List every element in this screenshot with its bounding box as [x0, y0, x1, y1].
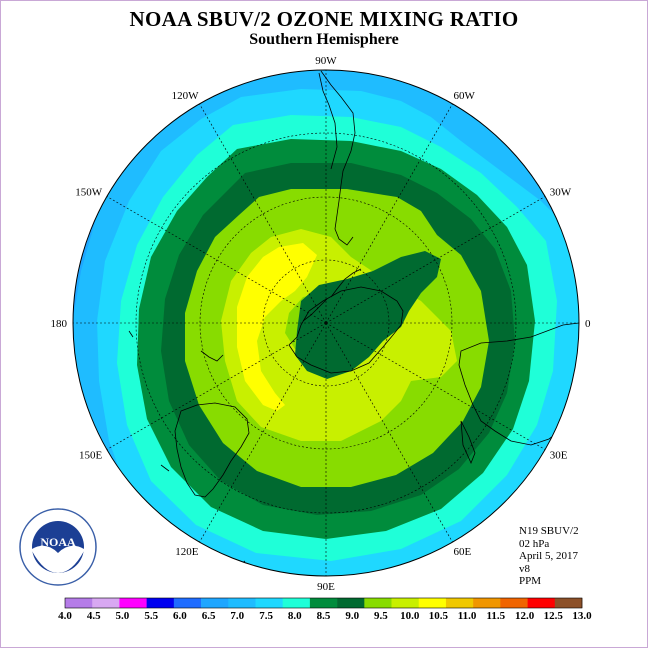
colorbar-tick-label: 4.0 [58, 610, 72, 622]
colorbar-swatch [500, 598, 528, 608]
coastline-antarctica [288, 286, 404, 374]
colorbar-swatch [337, 598, 365, 608]
meta-units: PPM [519, 575, 542, 587]
colorbar-tick-label: 11.0 [458, 610, 477, 622]
colorbar-swatch [228, 598, 256, 608]
colorbar-swatch [473, 598, 501, 608]
colorbar-tick-label: 7.0 [230, 610, 244, 622]
figure-title: NOAA SBUV/2 OZONE MIXING RATIO [129, 7, 519, 31]
meta-pressure: 02 hPa [519, 537, 550, 550]
longitude-label: 180 [51, 318, 68, 330]
longitude-label: 0 [585, 318, 591, 330]
longitude-label: 150W [75, 187, 103, 199]
coastline-madagascar [460, 420, 476, 465]
colorbar-tick-label: 5.0 [116, 610, 130, 622]
colorbar-tick-label: 12.0 [515, 610, 535, 622]
globe-outline [72, 69, 580, 577]
colorbar-swatch [255, 598, 283, 608]
figure-subtitle: Southern Hemisphere [249, 31, 399, 48]
longitude-label: 150E [79, 450, 103, 462]
colorbar-swatch [146, 598, 175, 608]
logo-text: NOAA [40, 535, 76, 549]
colorbar-swatch [418, 598, 447, 608]
colorbar-tick-label: 13.0 [572, 610, 592, 622]
colorbar-swatch [527, 598, 556, 608]
colorbar-swatch [554, 598, 583, 608]
longitude-label: 120E [175, 546, 199, 558]
colorbar-tick-label: 12.5 [544, 610, 564, 622]
metadata-block: N19 SBUV/2 02 hPa April 5, 2017 v8 PPM [519, 525, 579, 588]
colorbar-swatch [309, 598, 338, 608]
colorbar-outline [64, 597, 583, 609]
meta-version: v8 [519, 562, 530, 575]
longitude-label: 30W [550, 187, 572, 199]
latitude-circle-1 [262, 259, 390, 387]
colorbar-tick-label: 6.0 [173, 610, 187, 622]
longitude-label: 60W [454, 90, 476, 102]
colorbar: 4.0 4.5 5.0 5.5 6.0 6.5 7.0 7.5 8.0 8.5 9.0 9.5 10.0… [58, 597, 592, 622]
coastline-africa [458, 322, 579, 446]
colorbar-tick-label: 9.0 [345, 610, 359, 622]
colorbar-swatch [282, 598, 311, 608]
logo-bird [32, 545, 84, 573]
longitude-label: 90E [317, 581, 335, 593]
meta-satellite: N19 SBUV/2 [519, 525, 579, 537]
colorbar-tick-label: 8.0 [288, 610, 302, 622]
colorbar-swatch [445, 598, 474, 608]
colorbar-tick-label: 6.5 [202, 610, 216, 622]
longitude-label: 90W [315, 55, 337, 67]
coastline-south-america [318, 70, 356, 246]
coastline-australia [174, 402, 250, 498]
colorbar-tick-label: 7.5 [259, 610, 273, 622]
colorbar-tick-label: 10.0 [400, 610, 420, 622]
ozone-field [73, 70, 579, 576]
longitude-label: 60E [454, 546, 472, 558]
coastline-new-zealand [128, 330, 224, 362]
colorbar-tick-label: 11.5 [486, 610, 505, 622]
level-band-9.0-core [295, 251, 441, 379]
colorbar-swatch [65, 598, 93, 608]
meta-date: April 5, 2017 [519, 550, 578, 562]
longitude-label: 120W [172, 90, 200, 102]
colorbar-tick-label: 8.5 [317, 610, 331, 622]
colorbar-swatch [119, 598, 147, 608]
colorbar-swatch [364, 598, 392, 608]
longitude-labels: 90W 60W 30W 0 30E 60E 90E 120E 150E 180 150W 120W [51, 55, 592, 593]
colorbar-swatch [173, 598, 202, 608]
colorbar-tick-label: 5.5 [144, 610, 158, 622]
colorbar-swatch [92, 598, 120, 608]
colorbar-swatch [391, 598, 420, 608]
colorbar-tick-label: 9.5 [374, 610, 388, 622]
colorbar-tick-label: 10.5 [429, 610, 449, 622]
noaa-logo: NOAA [19, 508, 97, 586]
level-band-10.5 [237, 243, 317, 411]
colorbar-swatch [201, 598, 229, 608]
graticule [73, 70, 579, 576]
longitude-label: 30E [550, 450, 568, 462]
coastline-antarctic-peninsula [302, 268, 362, 322]
colorbar-tick-label: 4.5 [87, 610, 101, 622]
